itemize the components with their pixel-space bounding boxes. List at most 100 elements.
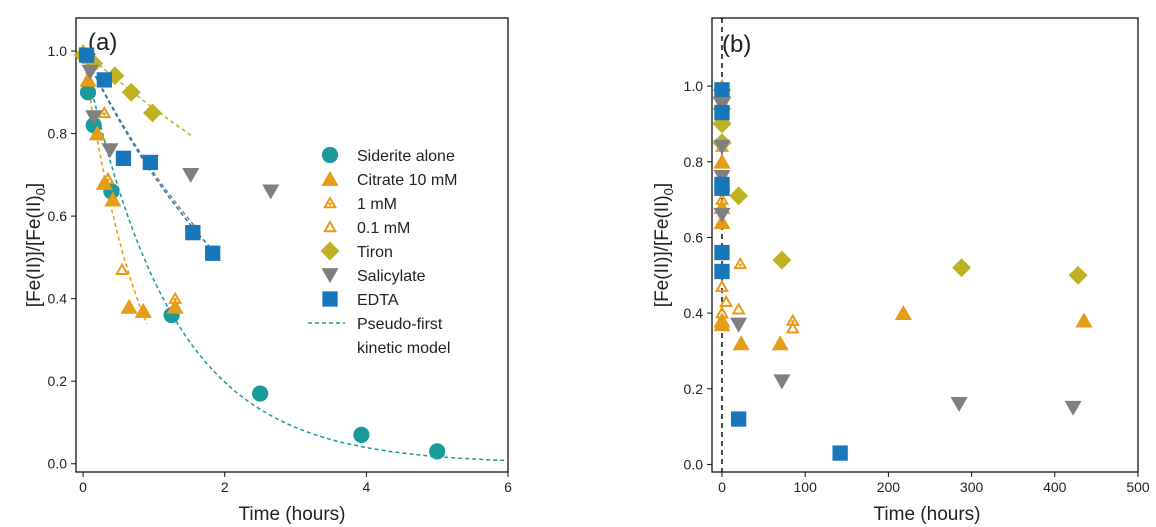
panel-b-y-axis-title-sub: 0 <box>661 188 676 195</box>
panel-b-frame <box>711 17 1139 473</box>
legend-marker-citrate10 <box>321 170 339 186</box>
y-tick-label: 0.0 <box>48 456 68 472</box>
data-point-edta <box>714 104 730 121</box>
legend-marker-siderite <box>321 146 339 164</box>
panel-b-x-axis-title: Time (hours) <box>874 504 981 525</box>
x-tick-label: 4 <box>362 479 370 495</box>
panel-b-y-ticks: 0.0 0.2 0.4 0.6 0.8 1.0 <box>684 78 712 472</box>
legend-label-tiron: Tiron <box>357 244 393 261</box>
legend-marker-citrate1 <box>322 195 338 209</box>
data-point-citrate1 <box>168 291 183 304</box>
data-point-edta <box>714 244 730 261</box>
data-point-edta <box>96 72 112 88</box>
data-point-siderite <box>429 443 446 460</box>
panel-a-x-axis-title: Time (hours) <box>239 504 346 525</box>
data-point-citrate1 <box>714 192 730 205</box>
x-tick-label: 500 <box>1126 479 1150 495</box>
data-point-siderite <box>79 84 97 101</box>
panel-b-y-axis-title-end: ] <box>652 183 673 188</box>
data-point-citrate10 <box>713 316 731 332</box>
legend-label-citrate01: 0.1 mM <box>357 220 410 237</box>
legend-label-model-line2: kinetic model <box>357 340 450 357</box>
data-point-citrate01 <box>714 306 730 319</box>
panel-b-x-ticks: 0 100 200 300 400 500 <box>718 472 1150 495</box>
data-point-citrate01 <box>719 294 734 307</box>
panel-a-data-points <box>73 43 446 460</box>
data-point-tiron <box>952 258 972 278</box>
x-tick-label: 300 <box>960 479 984 495</box>
data-point-citrate10 <box>134 302 152 318</box>
model-fit-line-citrate10 <box>82 50 148 324</box>
x-tick-label: 0 <box>718 479 726 495</box>
y-tick-label: 0.6 <box>48 208 68 224</box>
data-point-citrate01 <box>714 279 730 292</box>
data-point-edta <box>714 263 730 280</box>
legend-marker-salicylate <box>321 268 339 284</box>
data-point-citrate1 <box>733 256 748 270</box>
panel-b-data-points <box>712 79 1093 461</box>
y-tick-label: 1.0 <box>48 43 68 59</box>
data-point-salicylate <box>713 207 731 223</box>
model-fit-line-siderite <box>82 50 509 462</box>
legend-label-siderite: Siderite alone <box>357 148 455 165</box>
y-tick-label: 0.6 <box>684 229 704 245</box>
legend-label-model-line1: Pseudo-first <box>357 316 443 333</box>
data-point-salicylate <box>1064 400 1082 416</box>
data-point-salicylate <box>182 167 200 183</box>
model-fit-line-salicylate <box>82 50 197 229</box>
data-point-citrate10 <box>1075 312 1093 328</box>
y-tick-label: 1.0 <box>684 78 704 94</box>
legend-marker-tiron <box>320 241 340 261</box>
panel-a-y-axis-title-end: ] <box>24 183 45 188</box>
panel-b-label: (b) <box>722 31 751 58</box>
legend-marker-edta <box>322 291 338 307</box>
y-tick-label: 0.8 <box>684 154 704 170</box>
y-tick-label: 0.4 <box>48 291 68 307</box>
x-tick-label: 400 <box>1043 479 1067 495</box>
data-point-edta <box>205 245 221 261</box>
x-tick-label: 100 <box>794 479 818 495</box>
data-point-salicylate <box>262 184 280 200</box>
panel-b-chart: (b) 0 100 200 300 400 500 0.00.20.40.60.81.0 … <box>652 17 1150 525</box>
data-point-citrate1 <box>97 105 112 119</box>
data-point-tiron <box>1068 265 1088 285</box>
x-tick-label: 2 <box>221 479 229 495</box>
data-point-citrate01 <box>731 302 746 315</box>
data-point-citrate10 <box>79 71 97 87</box>
data-point-edta <box>714 180 730 196</box>
data-point-siderite <box>252 385 269 402</box>
panel-a-y-ticks: 0.0 0.2 0.4 0.6 0.8 1.0 <box>48 43 76 472</box>
data-point-salicylate <box>101 143 119 159</box>
y-tick-label: 0.0 <box>684 456 704 472</box>
y-tick-label: 0.2 <box>48 373 68 389</box>
data-point-tiron <box>121 82 141 102</box>
panel-a-frame <box>75 17 509 473</box>
x-tick-label: 0 <box>79 479 87 495</box>
data-point-edta <box>832 445 848 461</box>
data-point-siderite <box>353 426 370 443</box>
data-point-tiron <box>772 250 792 270</box>
data-point-citrate10 <box>88 125 106 141</box>
panel-a-y-axis-title-main: [Fe(II)]/[Fe(II) <box>24 195 45 307</box>
data-point-salicylate <box>950 397 968 413</box>
legend-label-salicylate: Salicylate <box>357 268 426 285</box>
data-point-salicylate <box>773 374 791 390</box>
data-point-edta <box>142 154 159 171</box>
legend-label-citrate10: Citrate 10 mM <box>357 172 457 189</box>
data-point-citrate01 <box>115 262 130 276</box>
data-point-citrate10 <box>713 153 731 169</box>
data-point-edta <box>714 82 730 98</box>
data-point-citrate10 <box>104 191 122 207</box>
data-point-salicylate <box>713 139 731 155</box>
data-point-citrate10 <box>120 298 138 314</box>
data-point-tiron <box>143 103 162 123</box>
data-point-salicylate <box>730 317 748 333</box>
data-point-edta <box>185 224 201 241</box>
panel-b-y-axis-title: [Fe(II)]/[Fe(II)0] <box>652 183 676 307</box>
data-point-edta <box>730 411 747 427</box>
panel-a-x-ticks: 0 2 4 6 <box>79 472 512 495</box>
panel-b-y-axis-title-main: [Fe(II)]/[Fe(II) <box>652 195 673 307</box>
y-tick-label: 0.2 <box>684 381 704 397</box>
